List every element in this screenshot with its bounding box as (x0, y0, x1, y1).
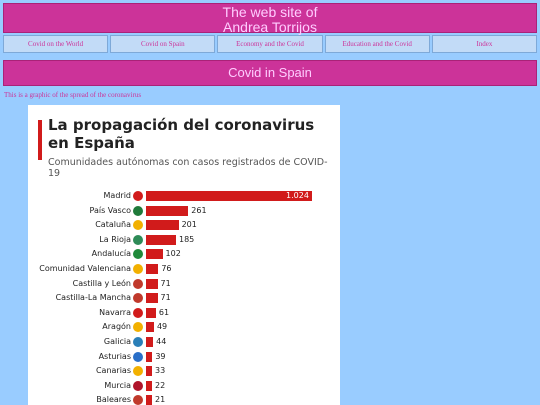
data-bar (146, 278, 158, 289)
value-label: 39 (155, 351, 166, 361)
data-bar (146, 395, 152, 405)
region-flag-icon (133, 264, 143, 274)
main-nav: Covid on the World Covid on Spain Econom… (3, 35, 538, 53)
chart-row: Andalucía 102 (28, 247, 340, 261)
category-label: La Rioja (99, 234, 131, 244)
covid-chart-graphic: La propagación del coronavirus en España… (28, 105, 340, 405)
category-label: Comunidad Valenciana (39, 264, 131, 273)
category-label: Cataluña (95, 220, 131, 230)
data-bar (146, 191, 312, 201)
region-flag-icon (133, 395, 143, 405)
value-label: 261 (191, 205, 207, 215)
data-bar (146, 234, 176, 245)
chart-title: La propagación del coronavirus en España (48, 116, 315, 152)
region-flag-icon (133, 380, 143, 391)
region-flag-icon (133, 278, 143, 289)
category-label: Baleares (96, 395, 131, 405)
chart-row: Navarra 61 (28, 306, 340, 320)
nav-link-covid-spain[interactable]: Covid on Spain (110, 35, 216, 53)
chart-row: Madrid 1.024 (28, 189, 340, 203)
value-label: 71 (160, 278, 171, 288)
chart-row: Baleares 21 (28, 393, 340, 405)
category-label: Navarra (99, 307, 131, 317)
value-label: 1.024 (286, 191, 309, 200)
data-bar (146, 337, 154, 347)
category-label: Asturias (98, 351, 131, 361)
chart-row: Aragón 49 (28, 320, 340, 334)
chart-subtitle: Comunidades autónomas con casos registra… (48, 157, 328, 179)
category-label: Aragón (102, 322, 131, 332)
category-label: Murcia (104, 380, 131, 390)
chart-row: Cataluña 201 (28, 218, 340, 232)
data-bar (146, 322, 154, 333)
region-flag-icon (133, 249, 143, 260)
data-bar (146, 351, 153, 362)
category-label: País Vasco (89, 205, 131, 215)
nav-link-index[interactable]: Index (431, 35, 538, 53)
value-label: 22 (155, 380, 166, 390)
region-flag-icon (133, 234, 143, 245)
nav-link-economy[interactable]: Economy and the Covid (217, 35, 323, 53)
nav-link-education[interactable]: Education and the Covid (324, 35, 430, 53)
site-title-line2: Andrea Torrijos (223, 19, 317, 35)
site-title-line1: The web site of (222, 4, 318, 20)
region-flag-icon (133, 205, 143, 216)
value-label: 49 (156, 322, 168, 332)
title-accent-bar (38, 120, 42, 160)
value-label: 33 (155, 366, 166, 376)
site-header: The web site of Andrea Torrijos (3, 3, 537, 35)
region-flag-icon (133, 220, 143, 231)
chart-row: Canarias 33 (28, 364, 340, 378)
category-label: Canarias (95, 366, 131, 376)
region-flag-icon (133, 322, 143, 333)
value-label: 21 (155, 395, 166, 405)
data-bar (146, 293, 158, 304)
value-label: 71 (160, 293, 171, 303)
region-flag-icon (133, 366, 143, 377)
category-label: Castilla y León (72, 278, 131, 288)
data-bar (146, 220, 179, 231)
section-title: Covid in Spain (3, 60, 537, 86)
category-label: Andalucía (91, 249, 131, 259)
region-flag-icon (133, 191, 143, 201)
intro-text: This is a graphic of the spread of the c… (4, 91, 142, 99)
category-label: Galicia (103, 337, 131, 346)
chart-row: Galicia 44 (28, 335, 340, 349)
data-bar (146, 249, 163, 260)
value-label: 61 (158, 307, 170, 317)
value-label: 44 (156, 337, 167, 346)
data-bar (146, 380, 152, 391)
region-flag-icon (133, 307, 143, 318)
value-label: 76 (161, 264, 172, 273)
data-bar (146, 307, 156, 318)
data-bar (146, 366, 152, 377)
chart-row: Comunidad Valenciana 76 (28, 262, 340, 276)
category-label: Madrid (103, 191, 131, 200)
chart-row: La Rioja 185 (28, 233, 340, 247)
region-flag-icon (133, 337, 143, 347)
region-flag-icon (133, 293, 143, 304)
chart-row: Murcia 22 (28, 379, 340, 393)
data-bar (146, 264, 159, 274)
value-label: 201 (181, 220, 197, 230)
data-bar (146, 205, 189, 216)
chart-row: País Vasco 261 (28, 204, 340, 218)
value-label: 102 (165, 249, 181, 259)
value-label: 185 (178, 234, 195, 244)
category-label: Castilla-La Mancha (55, 293, 131, 303)
chart-row: Castilla y León 71 (28, 277, 340, 291)
chart-row: Asturias 39 (28, 350, 340, 364)
chart-row: Castilla-La Mancha 71 (28, 291, 340, 305)
region-flag-icon (133, 351, 143, 362)
nav-link-covid-world[interactable]: Covid on the World (3, 35, 109, 53)
